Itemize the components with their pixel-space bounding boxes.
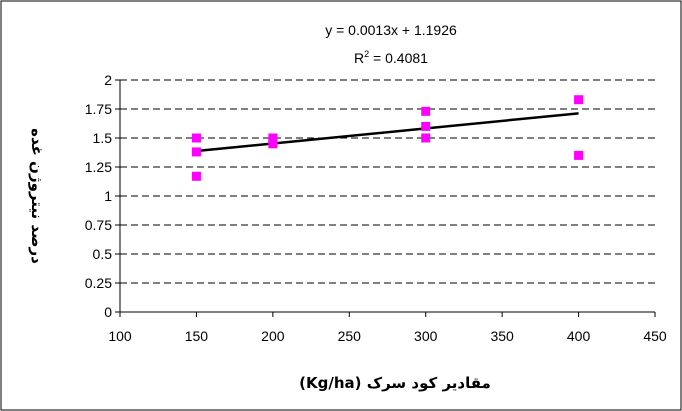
trendline-equation: y = 0.0013x + 1.1926 bbox=[325, 22, 457, 38]
x-tick-label-6: 400 bbox=[567, 328, 591, 344]
r-squared-prefix: R bbox=[354, 50, 364, 66]
x-tick-label-7: 450 bbox=[643, 328, 667, 344]
y-tick-label-8: 2 bbox=[104, 72, 112, 88]
data-point-1 bbox=[191, 147, 201, 157]
trendline bbox=[196, 112, 579, 153]
trendline-group bbox=[196, 112, 579, 153]
y-tick-label-6: 1.5 bbox=[93, 130, 113, 146]
data-point-3 bbox=[268, 133, 278, 143]
y-tick-label-4: 1 bbox=[104, 188, 112, 204]
data-point-5 bbox=[421, 106, 431, 116]
data-point-2 bbox=[191, 171, 201, 181]
y-ticks: 0 0.25 0.5 0.75 1 1.25 1.5 1.75 2 bbox=[85, 72, 120, 320]
data-points bbox=[191, 95, 584, 181]
x-tick-label-3: 250 bbox=[338, 328, 362, 344]
y-tick-label-2: 0.5 bbox=[93, 246, 113, 262]
y-tick-label-0: 0 bbox=[104, 304, 112, 320]
y-axis-title: درصد نیتروژن غده bbox=[28, 128, 46, 264]
x-axis-title: مقادیر کود سرک (Kg/ha) bbox=[299, 374, 491, 392]
y-tick-label-3: 0.75 bbox=[85, 217, 112, 233]
data-point-0 bbox=[191, 133, 201, 143]
x-ticks: 100 150 200 250 300 350 400 450 bbox=[108, 312, 667, 344]
y-tick-label-7: 1.75 bbox=[85, 101, 112, 117]
y-tick-label-5: 1.25 bbox=[85, 159, 112, 175]
gridlines bbox=[120, 79, 655, 284]
x-tick-label-5: 350 bbox=[490, 328, 514, 344]
data-point-6 bbox=[421, 121, 431, 131]
x-tick-label-2: 200 bbox=[261, 328, 285, 344]
data-point-9 bbox=[574, 150, 584, 160]
data-point-4 bbox=[268, 139, 278, 149]
x-tick-label-4: 300 bbox=[414, 328, 438, 344]
r-squared-label: R2 = 0.4081 bbox=[354, 49, 428, 66]
y-tick-label-1: 0.25 bbox=[85, 275, 112, 291]
x-tick-label-0: 100 bbox=[108, 328, 132, 344]
r-squared-value: = 0.4081 bbox=[369, 50, 428, 66]
data-point-8 bbox=[574, 95, 584, 105]
r-squared-exponent: 2 bbox=[364, 49, 369, 59]
x-tick-label-1: 150 bbox=[185, 328, 209, 344]
data-point-7 bbox=[421, 133, 431, 143]
